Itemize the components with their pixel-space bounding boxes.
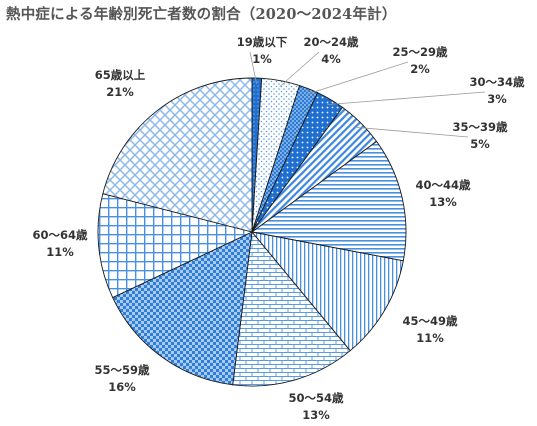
- slice-label: 40～44歳: [415, 178, 471, 192]
- slice-label: 19歳以下: [237, 35, 288, 49]
- pie-slice-10: [97, 193, 254, 299]
- slice-label: 25～29歳: [392, 45, 448, 59]
- pie-slice-7: [250, 231, 404, 352]
- slice-value-label: 21%: [106, 85, 134, 99]
- slice-value-label: 1%: [252, 52, 272, 66]
- leader-line-2: [279, 51, 320, 87]
- slice-value-label: 2%: [410, 62, 430, 76]
- leader-line-4: [327, 91, 486, 106]
- slice-value-label: 3%: [487, 92, 507, 106]
- slice-value-label: 13%: [302, 408, 330, 422]
- leader-line-5: [356, 126, 469, 138]
- pie-slices: [97, 77, 407, 387]
- slice-label: 20～24歳: [303, 35, 359, 49]
- pie-slice-6: [250, 140, 407, 262]
- pie-slice-8: [232, 230, 351, 387]
- leader-line-3: [306, 61, 409, 95]
- leader-line-1: [249, 51, 258, 85]
- slice-value-label: 11%: [416, 331, 444, 345]
- slice-label: 45～49歳: [402, 314, 458, 328]
- slice-value-label: 16%: [108, 380, 136, 394]
- pie-slice-11: [102, 77, 253, 233]
- slice-label: 50～54歳: [288, 391, 344, 405]
- chart-title: 熱中症による年齢別死亡者数の割合（2020～2024年計）: [6, 6, 397, 23]
- slice-value-label: 11%: [46, 245, 74, 259]
- slice-label: 35～39歳: [452, 120, 508, 134]
- slice-label: 55～59歳: [94, 363, 150, 377]
- slice-labels: 19歳以下 1% 20～24歳 4% 25～29歳 2% 30～34歳 3% 35～39歳 5% 4…: [32, 35, 525, 422]
- slice-label: 65歳以上: [95, 68, 146, 82]
- slice-value-label: 13%: [429, 195, 457, 209]
- pie-slice-9: [112, 231, 253, 386]
- slice-value-label: 4%: [321, 52, 341, 66]
- slice-label: 30～34歳: [469, 75, 525, 89]
- slice-label: 60～64歳: [32, 228, 88, 242]
- slice-value-label: 5%: [470, 137, 490, 151]
- leader-lines: [249, 51, 486, 138]
